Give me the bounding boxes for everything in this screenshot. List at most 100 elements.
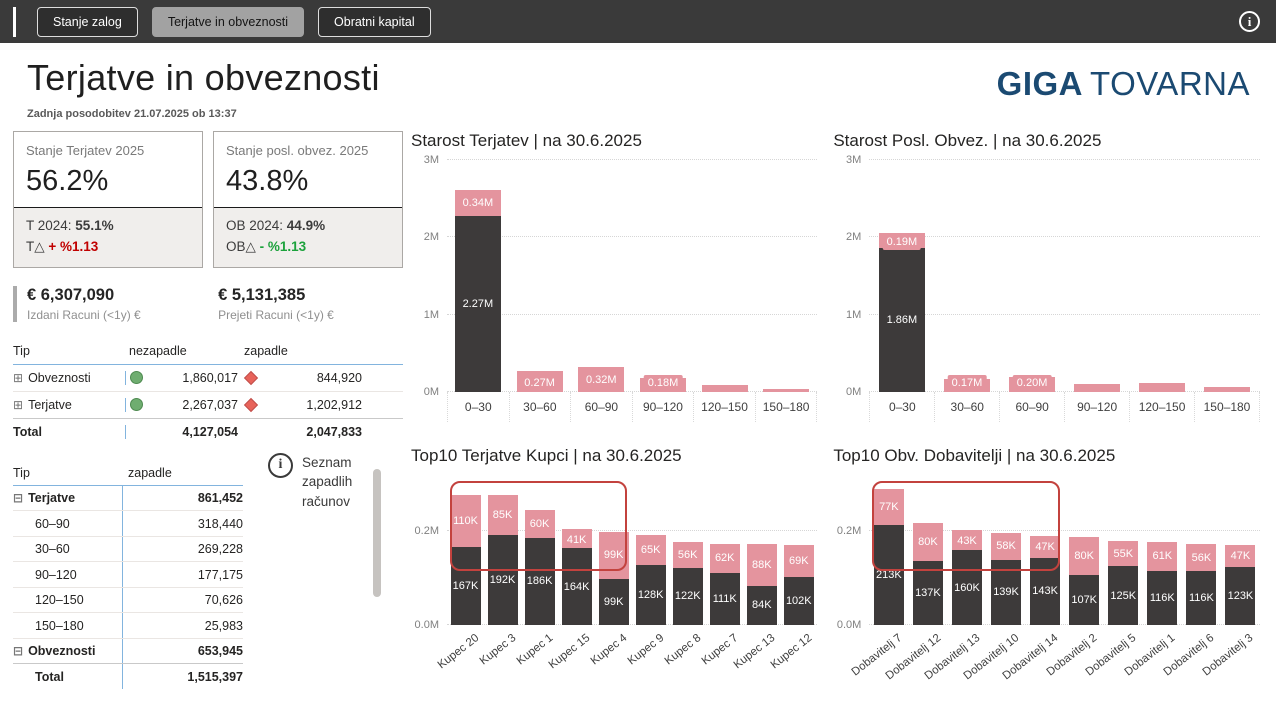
bar-segment-zapadle[interactable]: 77K: [873, 489, 904, 526]
bar-segment-zapadle[interactable]: 65K: [635, 534, 666, 565]
bar-segment-nezapadle[interactable]: 137K: [912, 560, 943, 625]
bar-segment-zapadle[interactable]: 58K: [991, 532, 1022, 560]
bar-segment-nezapadle[interactable]: 186K: [524, 537, 555, 625]
chart-title: Top10 Terjatve Kupci | na 30.6.2025: [411, 446, 682, 465]
zapadle-value: 844,920: [316, 370, 362, 385]
bar-segment-nezapadle[interactable]: 192K: [487, 535, 518, 625]
bar-segment-nezapadle[interactable]: 213K: [873, 525, 904, 625]
kpi-delta-value: - %1.13: [259, 238, 307, 254]
bar-segment-zapadle[interactable]: 85K: [487, 495, 518, 535]
bar-segment-zapadle[interactable]: 69K: [783, 544, 814, 578]
bar-segment-nezapadle[interactable]: 123K: [1225, 567, 1256, 625]
collapse-icon[interactable]: ⊟: [13, 644, 24, 659]
bar-segment-zapadle[interactable]: 0.32M: [578, 367, 625, 392]
y-axis: 3M 2M 1M 0M: [833, 154, 869, 398]
metric-value: € 5,131,385: [218, 285, 306, 304]
bar-segment-zapadle[interactable]: 56K: [1186, 544, 1217, 571]
cell-zapadle: 318,440: [122, 511, 243, 536]
content: Stanje Terjatev 2025 56.2% T 2024: 55.1% T△…: [13, 131, 1260, 689]
bar-segment-nezapadle[interactable]: 125K: [1108, 566, 1139, 625]
bar-segment-zapadle[interactable]: [1074, 384, 1121, 392]
x-label: 60–90: [570, 392, 632, 422]
bar-label-chip: 0.18M: [643, 375, 683, 391]
bar-segment-nezapadle[interactable]: 107K: [1069, 574, 1100, 625]
total-nezapadle-value: 4,127,054: [182, 424, 238, 439]
bar-segment-zapadle[interactable]: 56K: [672, 541, 703, 568]
bar-segment-nezapadle[interactable]: 116K: [1186, 570, 1217, 625]
table2-header: Tip zapadle: [13, 461, 243, 485]
kpi-card-bottom: T 2024: 55.1% T△ + %1.13: [14, 207, 202, 267]
bar-segment-zapadle[interactable]: 80K: [1069, 537, 1100, 575]
bar-60–90: 0.20M: [1009, 160, 1056, 392]
bar-segment-nezapadle[interactable]: 116K: [1147, 570, 1178, 625]
info-circle-icon[interactable]: i: [1239, 11, 1260, 32]
row-tip: ⊞ Terjatve: [13, 398, 125, 412]
total-nezapadle: 4,127,054: [125, 424, 238, 439]
bar-segment-zapadle[interactable]: 47K: [1225, 545, 1256, 568]
collapse-icon[interactable]: ⊟: [13, 491, 24, 506]
bar-segment-zapadle[interactable]: [1139, 382, 1186, 392]
col-header-zapadle: zapadle: [128, 465, 172, 480]
bar-segment-zapadle[interactable]: 110K: [450, 495, 481, 547]
bar-segment-nezapadle[interactable]: 128K: [635, 565, 666, 625]
x-label: 150–180: [1194, 392, 1260, 422]
charts-grid: Starost Terjatev | na 30.6.2025 3M 2M 1M 0M 2…: [403, 131, 1260, 689]
row-tip: 90–120: [13, 568, 122, 582]
table-row: 30–60 269,228: [13, 535, 243, 562]
nav-tabs: Stanje zalog Terjatve in obveznosti Obratn…: [37, 6, 431, 37]
logo-bold: GIGA: [996, 65, 1084, 102]
x-label: 120–150: [693, 392, 755, 422]
bar-segment-nezapadle[interactable]: 122K: [672, 567, 703, 625]
bar-segment-zapadle[interactable]: 62K: [709, 543, 740, 573]
kpi-prev-label: T 2024:: [26, 218, 76, 233]
scrollbar[interactable]: [373, 469, 381, 597]
bar-slot: 160K 43K: [947, 475, 986, 625]
bar-segment-zapadle[interactable]: [701, 385, 748, 392]
bar-segment-nezapadle[interactable]: 164K: [561, 548, 592, 625]
tip-label: 30–60: [35, 542, 70, 557]
bar-slot: 123K 47K: [1221, 475, 1260, 625]
chart-starost-obveznosti: Starost Posl. Obvez. | na 30.6.2025 3M 2M 1…: [833, 131, 1260, 422]
nav-tab[interactable]: Obratni kapital: [318, 6, 431, 37]
bar-segment-nezapadle[interactable]: 167K: [450, 546, 481, 625]
table-row: 120–150 70,626: [13, 586, 243, 613]
expand-icon[interactable]: ⊞: [13, 397, 24, 412]
metric: € 5,131,385 Prejeti Racuni (<1y) €: [208, 286, 388, 322]
table-row: Total 1,515,397: [13, 663, 243, 689]
bar-segment-zapadle[interactable]: 60K: [524, 509, 555, 538]
y-tick-label: 3M: [846, 154, 862, 166]
bar-segment-nezapadle[interactable]: 1.86M: [878, 248, 925, 392]
bar-segment-nezapadle[interactable]: 84K: [746, 585, 777, 625]
kpi-delta-value: + %1.13: [48, 238, 99, 254]
gridline: [447, 313, 818, 315]
bar-segment-zapadle[interactable]: [763, 388, 810, 392]
bar-segment-nezapadle[interactable]: 2.27M: [454, 216, 501, 392]
bar-segment-zapadle[interactable]: 61K: [1147, 542, 1178, 571]
expand-icon[interactable]: ⊞: [13, 370, 24, 385]
bar-segment-zapadle[interactable]: 47K: [1030, 535, 1061, 558]
nav-tab[interactable]: Stanje zalog: [37, 6, 138, 37]
top-nav-bar: Stanje zalog Terjatve in obveznosti Obratn…: [0, 0, 1276, 43]
bar-segment-zapadle[interactable]: [1204, 386, 1251, 392]
x-label: 30–60: [508, 392, 571, 422]
bar-segment-nezapadle[interactable]: 99K: [598, 578, 629, 625]
bar-segment-nezapadle[interactable]: 111K: [709, 572, 740, 625]
bar-segment-zapadle[interactable]: 80K: [912, 523, 943, 561]
info-icon[interactable]: i: [268, 452, 293, 478]
bar-segment-zapadle[interactable]: 55K: [1108, 540, 1139, 567]
bar-segment-nezapadle[interactable]: 102K: [783, 577, 814, 625]
bar-slot: 186K 60K: [521, 475, 558, 625]
x-label: Kupec 3: [477, 632, 518, 668]
metric-value: € 6,307,090: [27, 285, 115, 304]
cell-nezapadle: 2,267,037: [125, 397, 238, 412]
bar-60–90: 0.32M: [578, 160, 625, 392]
bar-segment-zapadle[interactable]: 88K: [746, 544, 777, 586]
bar-segment-zapadle[interactable]: 0.34M: [454, 190, 501, 217]
annotation-rect: [872, 481, 1060, 571]
bar-segment-nezapadle[interactable]: 160K: [951, 550, 982, 625]
bar-segment-zapadle[interactable]: 99K: [598, 532, 629, 579]
table-row: 60–90 318,440: [13, 510, 243, 536]
kpi-card-bottom: OB 2024: 44.9% OB△ - %1.13: [214, 207, 402, 267]
nav-tab[interactable]: Terjatve in obveznosti: [151, 6, 305, 37]
table-row: 150–180 25,983: [13, 612, 243, 638]
